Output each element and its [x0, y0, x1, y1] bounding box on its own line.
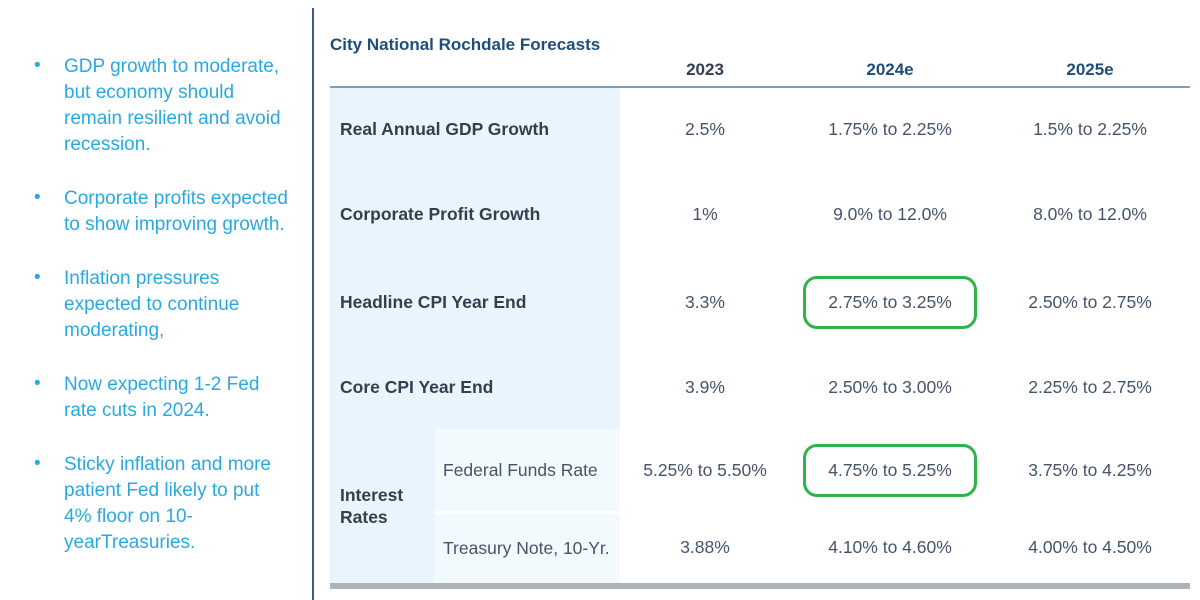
bullet-text: Now expecting 1-2 Fed rate cuts in 2024. [64, 374, 260, 421]
row-label-federal-funds-rate: Federal Funds Rate [435, 429, 620, 511]
column-header-2025e: 2025e [990, 30, 1190, 88]
bullet-text: Corporate profits expected to show impro… [64, 188, 288, 235]
row-label-core-cpi: Core CPI Year End [330, 346, 620, 429]
cell-ffr-2023: 5.25% to 5.50% [643, 459, 767, 480]
bullet-dot-icon: • [34, 267, 41, 288]
cell-profit-2023: 1% [692, 203, 718, 224]
bullet-item: • GDP growth to moderate, but economy sh… [30, 54, 292, 158]
bullet-item: • Sticky inflation and more patient Fed … [30, 452, 292, 556]
highlight-box: 2.75% to 3.25% [803, 275, 977, 329]
cell-headline-cpi-2023: 3.3% [685, 291, 725, 312]
row-label-gdp: Real Annual GDP Growth [330, 88, 620, 170]
cell-headline-cpi-2024e: 2.75% to 3.25% [790, 258, 990, 346]
bullet-dot-icon: • [34, 373, 41, 394]
row-label-treasury-note: Treasury Note, 10-Yr. [435, 511, 620, 583]
column-header-2023: 2023 [620, 30, 790, 88]
column-header-2024e: 2024e [790, 30, 990, 88]
bullet-item: • Corporate profits expected to show imp… [30, 186, 292, 238]
group-label-interest-rates: Interest Rates [330, 429, 435, 583]
cell-profit-2024e: 9.0% to 12.0% [833, 203, 947, 224]
row-label-corporate-profit: Corporate Profit Growth [330, 170, 620, 258]
bullet-text: GDP growth to moderate, but economy shou… [64, 56, 281, 155]
cell-gdp-2024e: 1.75% to 2.25% [828, 118, 952, 139]
table-title: City National Rochdale Forecasts [330, 30, 620, 88]
highlight-box: 4.75% to 5.25% [803, 443, 977, 497]
cell-treasury-2024e: 4.10% to 4.60% [828, 536, 952, 557]
cell-core-cpi-2023: 3.9% [685, 377, 725, 397]
cell-ffr-2024e: 4.75% to 5.25% [790, 429, 990, 511]
forecast-table: City National Rochdale Forecasts 2023 20… [330, 30, 1190, 583]
cell-gdp-2023: 2.5% [685, 118, 725, 139]
bullet-dot-icon: • [34, 187, 41, 208]
cell-profit-2025e: 8.0% to 12.0% [1033, 203, 1147, 224]
bullet-item: • Inflation pressures expected to contin… [30, 266, 292, 344]
row-label-headline-cpi: Headline CPI Year End [330, 258, 620, 346]
bullet-list: • GDP growth to moderate, but economy sh… [30, 54, 292, 584]
bullet-item: • Now expecting 1-2 Fed rate cuts in 202… [30, 372, 292, 424]
cell-treasury-2025e: 4.00% to 4.50% [1028, 536, 1152, 557]
bullet-dot-icon: • [34, 453, 41, 474]
bullet-dot-icon: • [34, 55, 41, 76]
bullet-text: Inflation pressures expected to continue… [64, 268, 240, 341]
cell-treasury-2023: 3.88% [680, 536, 730, 557]
bullet-text: Sticky inflation and more patient Fed li… [64, 454, 271, 553]
cell-headline-cpi-2025e: 2.50% to 2.75% [1028, 291, 1152, 312]
vertical-divider [312, 8, 314, 600]
table-bottom-rule [330, 583, 1190, 589]
cell-core-cpi-2025e: 2.25% to 2.75% [1028, 377, 1152, 397]
cell-ffr-2025e: 3.75% to 4.25% [1028, 459, 1152, 480]
cell-gdp-2025e: 1.5% to 2.25% [1033, 118, 1147, 139]
cell-core-cpi-2024e: 2.50% to 3.00% [828, 377, 952, 397]
